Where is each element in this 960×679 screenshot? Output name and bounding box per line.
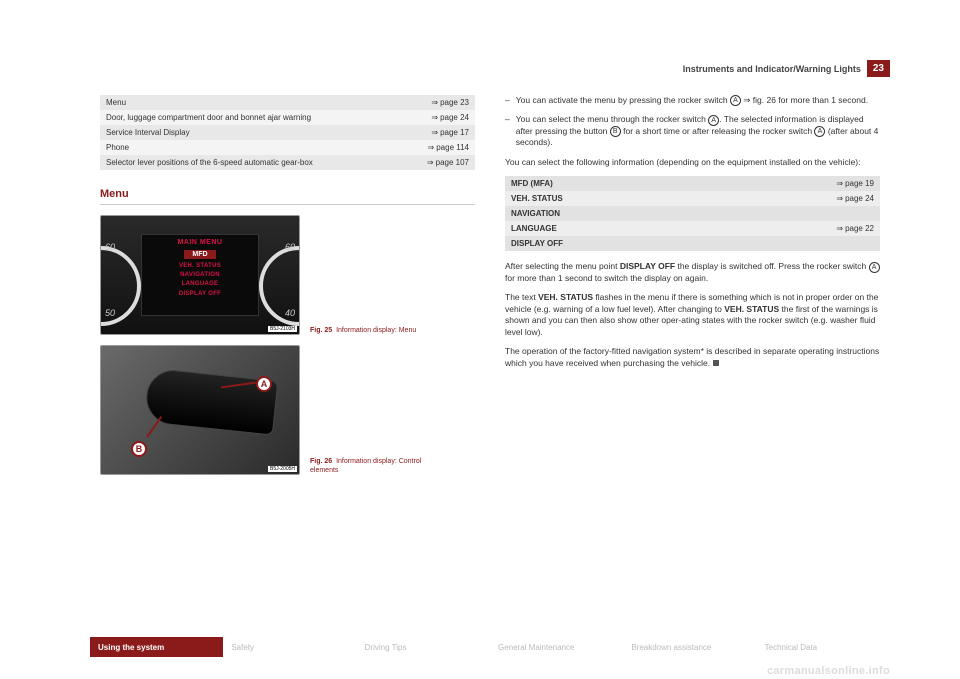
table-cell-ref: page 23	[401, 95, 475, 110]
header-title: Instruments and Indicator/Warning Lights	[683, 64, 861, 74]
table-row: NAVIGATION	[505, 206, 880, 221]
figure-26: A B B5J-2005H	[100, 345, 300, 475]
table-cell-label: LANGUAGE	[505, 221, 716, 236]
gauge-num: 60	[105, 242, 115, 252]
marker-b: B	[131, 441, 147, 457]
table-cell-ref: page 22	[716, 221, 880, 236]
table-row: MFD (MFA)page 19	[505, 176, 880, 191]
figure-25-row: 60 50 60 40 MAIN MENU MFD VEH. STATUS NA…	[100, 215, 475, 335]
page-header: Instruments and Indicator/Warning Lights…	[683, 60, 890, 77]
figure-25-caption: Fig. 25 Information display: Menu	[310, 327, 430, 335]
table-row: Door, luggage compartment door and bonne…	[100, 110, 475, 125]
reference-table-2: MFD (MFA)page 19 VEH. STATUSpage 24 NAVI…	[505, 176, 880, 251]
figure-code: B5J-2005H	[268, 466, 297, 472]
table-cell-label: Phone	[100, 140, 401, 155]
manual-page: Instruments and Indicator/Warning Lights…	[0, 0, 960, 679]
table-cell-label: Menu	[100, 95, 401, 110]
figure-26-num: Fig. 26	[310, 458, 332, 465]
button-b-icon: B	[610, 126, 621, 137]
footer-tab-driving[interactable]: Driving Tips	[357, 637, 490, 657]
table-cell-ref	[716, 236, 880, 251]
table-cell-ref: page 24	[401, 110, 475, 125]
figure-25: 60 50 60 40 MAIN MENU MFD VEH. STATUS NA…	[100, 215, 300, 335]
figure-code: B5J-2103H	[268, 326, 297, 332]
table-row: Menupage 23	[100, 95, 475, 110]
rocker-a-icon: A	[708, 115, 719, 126]
footer-tab-using[interactable]: Using the system	[90, 637, 223, 657]
bullet-1-text: You can activate the menu by pressing th…	[516, 95, 868, 106]
footer-tabs: Using the system Safety Driving Tips Gen…	[90, 637, 890, 657]
arrow-icon	[431, 98, 440, 107]
table-cell-label: Selector lever positions of the 6-speed …	[100, 155, 401, 170]
table-cell-ref: page 24	[716, 191, 880, 206]
content-columns: Menupage 23 Door, luggage compartment do…	[100, 95, 890, 485]
gauge-num: 60	[285, 242, 295, 252]
table-cell-ref	[716, 206, 880, 221]
rocker-a-icon: A	[730, 95, 741, 106]
arrow-icon	[836, 179, 845, 188]
footer-tab-safety[interactable]: Safety	[223, 637, 356, 657]
table-row: Phonepage 114	[100, 140, 475, 155]
display-screen: MAIN MENU MFD VEH. STATUS NAVIGATION LAN…	[141, 234, 259, 316]
figure-25-text: Information display: Menu	[336, 327, 416, 334]
table-row: LANGUAGEpage 22	[505, 221, 880, 236]
left-column: Menupage 23 Door, luggage compartment do…	[100, 95, 475, 485]
paragraph-3: The text VEH. STATUS flashes in the menu…	[505, 292, 880, 338]
menu-item: LANGUAGE	[182, 281, 219, 288]
menu-selected: MFD	[184, 250, 215, 259]
table-row: Selector lever positions of the 6-speed …	[100, 155, 475, 170]
rocker-a-icon: A	[814, 126, 825, 137]
menu-item: NAVIGATION	[180, 272, 220, 279]
figure-26-caption: Fig. 26 Information display: Control ele…	[310, 458, 430, 475]
marker-b-line	[146, 416, 162, 438]
bullet-2-text: You can select the menu through the rock…	[516, 114, 880, 148]
table-cell-ref: page 19	[716, 176, 880, 191]
table-cell-ref: page 107	[401, 155, 475, 170]
arrow-icon	[431, 113, 440, 122]
arrow-icon	[427, 158, 436, 167]
arrow-icon	[431, 128, 440, 137]
table-cell-label: Service Interval Display	[100, 125, 401, 140]
menu-title: MAIN MENU	[178, 239, 223, 246]
paragraph-4: The operation of the factory-fitted navi…	[505, 346, 880, 369]
watermark-text: carmanualsonline.info	[767, 665, 890, 677]
footer-tab-technical[interactable]: Technical Data	[757, 637, 890, 657]
table-cell-ref: page 114	[401, 140, 475, 155]
section-title-menu: Menu	[100, 188, 475, 200]
gauge-num: 50	[105, 308, 115, 318]
table-row: DISPLAY OFF	[505, 236, 880, 251]
table-cell-label: NAVIGATION	[505, 206, 716, 221]
rocker-a-icon: A	[869, 262, 880, 273]
bullet-2: – You can select the menu through the ro…	[505, 114, 880, 148]
menu-item: DISPLAY OFF	[179, 291, 221, 298]
right-column: – You can activate the menu by pressing …	[505, 95, 880, 485]
reference-table-1: Menupage 23 Door, luggage compartment do…	[100, 95, 475, 170]
table-row: Service Interval Displaypage 17	[100, 125, 475, 140]
bullet-1: – You can activate the menu by pressing …	[505, 95, 880, 106]
table-cell-label: Door, luggage compartment door and bonne…	[100, 110, 401, 125]
arrow-icon	[836, 194, 845, 203]
marker-a: A	[256, 376, 272, 392]
paragraph-1: You can select the following information…	[505, 157, 880, 168]
gauge-num: 40	[285, 308, 295, 318]
table-cell-label: MFD (MFA)	[505, 176, 716, 191]
table-cell-label: VEH. STATUS	[505, 191, 716, 206]
figure-25-num: Fig. 25	[310, 327, 332, 334]
arrow-icon	[836, 224, 845, 233]
figure-26-row: A B B5J-2005H Fig. 26 Information displa…	[100, 345, 475, 475]
table-cell-label: DISPLAY OFF	[505, 236, 716, 251]
header-page-number: 23	[867, 60, 890, 77]
footer-tab-breakdown[interactable]: Breakdown assistance	[623, 637, 756, 657]
footer-tab-maintenance[interactable]: General Maintenance	[490, 637, 623, 657]
menu-item: VEH. STATUS	[179, 263, 221, 270]
dash-icon: –	[505, 114, 510, 148]
paragraph-2: After selecting the menu point DISPLAY O…	[505, 261, 880, 284]
dash-icon: –	[505, 95, 510, 106]
divider	[100, 204, 475, 205]
table-cell-ref: page 17	[401, 125, 475, 140]
table-row: VEH. STATUSpage 24	[505, 191, 880, 206]
arrow-icon	[428, 143, 437, 152]
end-paragraph-icon	[713, 360, 719, 366]
